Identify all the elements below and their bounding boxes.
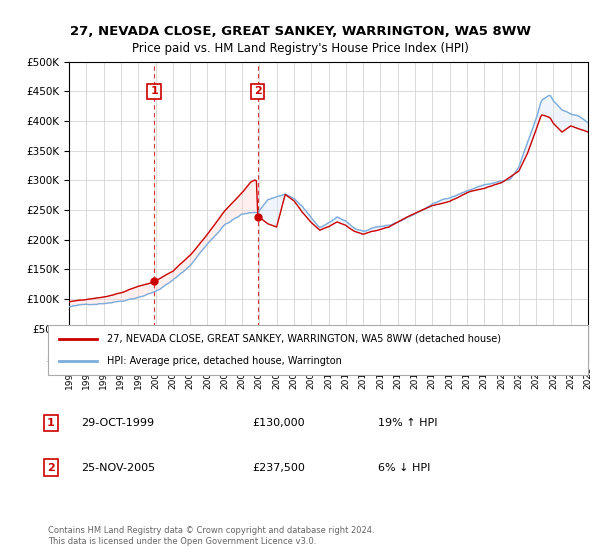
- Text: 6% ↓ HPI: 6% ↓ HPI: [378, 463, 430, 473]
- Text: HPI: Average price, detached house, Warrington: HPI: Average price, detached house, Warr…: [107, 356, 342, 366]
- Text: 25-NOV-2005: 25-NOV-2005: [81, 463, 155, 473]
- Text: 1: 1: [150, 86, 158, 96]
- Text: £237,500: £237,500: [252, 463, 305, 473]
- Text: 29-OCT-1999: 29-OCT-1999: [81, 418, 154, 428]
- Text: 27, NEVADA CLOSE, GREAT SANKEY, WARRINGTON, WA5 8WW (detached house): 27, NEVADA CLOSE, GREAT SANKEY, WARRINGT…: [107, 334, 502, 344]
- Text: 1: 1: [47, 418, 55, 428]
- Text: £130,000: £130,000: [252, 418, 305, 428]
- Text: 19% ↑ HPI: 19% ↑ HPI: [378, 418, 437, 428]
- Text: 2: 2: [47, 463, 55, 473]
- Text: Contains HM Land Registry data © Crown copyright and database right 2024.
This d: Contains HM Land Registry data © Crown c…: [48, 526, 374, 546]
- Text: 27, NEVADA CLOSE, GREAT SANKEY, WARRINGTON, WA5 8WW: 27, NEVADA CLOSE, GREAT SANKEY, WARRINGT…: [70, 25, 530, 38]
- Text: Price paid vs. HM Land Registry's House Price Index (HPI): Price paid vs. HM Land Registry's House …: [131, 42, 469, 55]
- Text: 2: 2: [254, 86, 262, 96]
